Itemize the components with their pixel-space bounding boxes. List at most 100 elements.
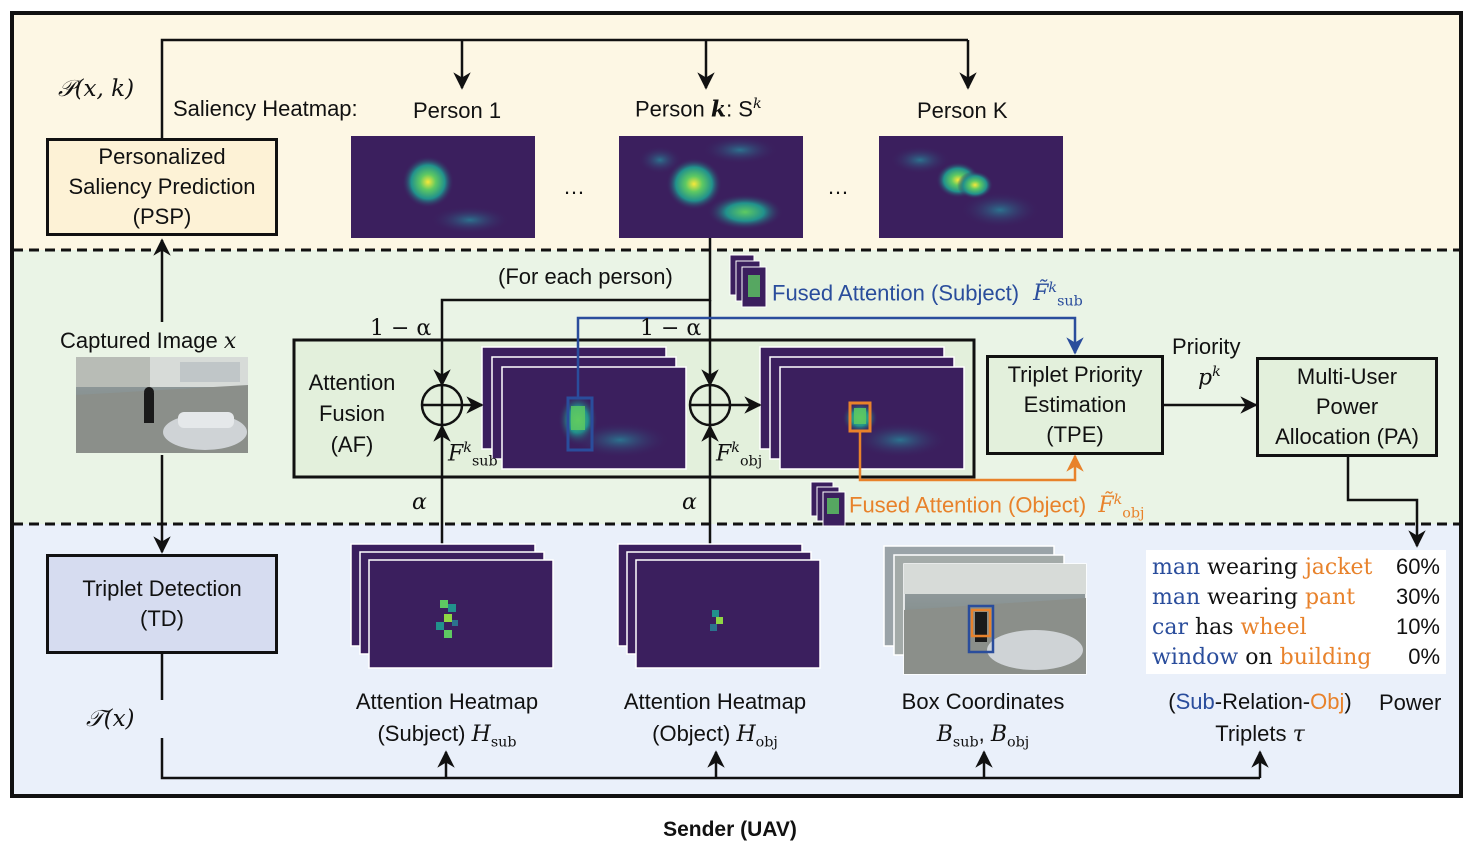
ah-sub-H: H [471,721,491,747]
fused-subject-heatmap-stack [481,346,687,470]
box-B1: B [936,721,953,747]
triplet-subject: man [1152,584,1201,610]
pa-line2: Power [1315,394,1379,420]
triplet-text: man wearing jacket [1152,555,1372,580]
trip-sub: Sub [1175,689,1215,714]
sum-node-subject [420,383,464,427]
t-func-label: 𝒯(x) [86,706,135,732]
fused-subject-icon [729,254,767,308]
ah-obj-line1: Attention Heatmap [623,689,807,714]
triplet-row: man wearing pant 30% [1152,582,1440,612]
triplet-object: jacket [1304,554,1373,580]
priority-p: p [1198,365,1213,391]
box-B2-sub: obj [1007,734,1030,751]
personK-label: Person K [917,98,1008,123]
triplet-text: man wearing pant [1152,585,1355,610]
td-box: Triplet Detection (TD) [46,554,278,654]
sum-node-object [688,383,732,427]
personk-label: Person k: Sk [635,96,762,123]
alpha-object: α [682,490,697,515]
triplet-power: 60% [1395,554,1440,579]
tpe-line3: (TPE) [1046,421,1104,447]
fused-object-icon [810,481,846,527]
psp-line1: Personalized [98,144,226,170]
trip-rel: -Relation- [1214,689,1311,714]
psp-box: Personalized Saliency Prediction (PSP) [46,138,278,236]
fused-obj-sup: k [1113,492,1123,508]
personk-sup: k [752,96,762,112]
triplet-text: car has wheel [1152,615,1307,640]
box-coordinates-photo-stack [883,545,1087,675]
psp-line2: Saliency Prediction [68,174,256,200]
f-sub-sub: sub [471,453,498,470]
ah-sub-sub: sub [490,734,517,751]
tpe-box: Triplet Priority Estimation (TPE) [986,355,1164,455]
priority-label: Priority [1172,334,1241,359]
priority-pk: pk [1198,364,1221,391]
captured-image-photo [76,357,248,453]
fused-sub-symbol: F̃ [1033,281,1049,307]
f-sub-sup: k [463,440,472,456]
attention-heatmap-object-stack [617,543,821,669]
trip-close: ) [1344,689,1352,714]
triplet-row: car has wheel 10% [1152,612,1440,642]
tpe-line1: Triplet Priority [1007,362,1143,388]
box-B1-sub: sub [952,734,979,751]
outer-frame [10,11,1463,798]
triplet-row: window on building 0% [1152,642,1440,672]
triplets-label: (Sub-Relation-Obj) Triplets τ [1148,686,1372,751]
triplet-subject: car [1152,614,1188,640]
power-label: Power [1379,690,1442,715]
triplet-relation: has [1194,614,1234,640]
psp-line3: (PSP) [132,203,192,229]
ah-sub-line1: Attention Heatmap [355,689,539,714]
f-sub-sym: F [448,441,464,467]
personk-pre: Person [635,96,711,122]
attention-heatmap-subject-stack [350,543,554,669]
fused-sub-text: Fused Attention (Subject) [772,280,1020,306]
saliency-heatmap-person1 [351,136,535,238]
ah-obj-sub: obj [755,734,778,751]
personk-post: : S [726,96,753,122]
pa-box: Multi-User Power Allocation (PA) [1256,357,1438,457]
fused-obj-sub: obj [1122,505,1145,522]
f-obj-sup: k [731,440,740,456]
triplets-tau: τ [1292,721,1305,747]
fused-sub-sub: sub [1057,293,1083,310]
triplet-object: wheel [1240,614,1307,640]
af-label: Attention Fusion (AF) [296,368,408,460]
fused-sub-sup: k [1048,280,1058,296]
triplets-text: Triplets [1215,720,1293,746]
triplet-object: building [1279,644,1372,670]
triplet-relation: wearing [1207,584,1298,610]
triplet-relation: on [1245,644,1273,670]
alpha-subject: α [412,490,427,515]
triplet-subject: man [1152,554,1201,580]
triplet-relation: wearing [1207,554,1298,580]
af-line3: (AF) [330,431,374,457]
box-coordinates-label: Box Coordinates Bsub, Bobj [876,686,1090,753]
saliency-heatmap-personk [619,136,803,238]
ah-obj-line2: (Object) [652,720,737,746]
td-line2: (TD) [140,606,184,631]
box-B2: B [990,721,1008,747]
pa-line1: Multi-User [1296,364,1398,390]
captured-image-text: Captured Image [60,328,224,353]
af-line1: Attention [308,370,396,395]
one-minus-alpha-object: 1 − α [640,316,702,341]
fused-attention-object-label: Fused Attention (Object) F̃kobj [849,492,1145,522]
ellipsis-1: … [563,174,585,199]
pa-line3: Allocation (PA) [1275,423,1419,449]
ellipsis-2: … [827,174,849,199]
priority-sup: k [1212,364,1221,380]
captured-image-x: x [223,329,237,354]
triplet-power: 0% [1408,644,1440,669]
triplet-row: man wearing jacket 60% [1152,552,1440,582]
tpe-line2: Estimation [1023,392,1127,418]
f-obj-label: Fkobj [716,440,762,470]
fused-attention-subject-label: Fused Attention (Subject) F̃ksub [772,280,1083,310]
ah-obj-H: H [736,721,756,747]
p-func-label: 𝒫(x, k) [58,76,135,102]
